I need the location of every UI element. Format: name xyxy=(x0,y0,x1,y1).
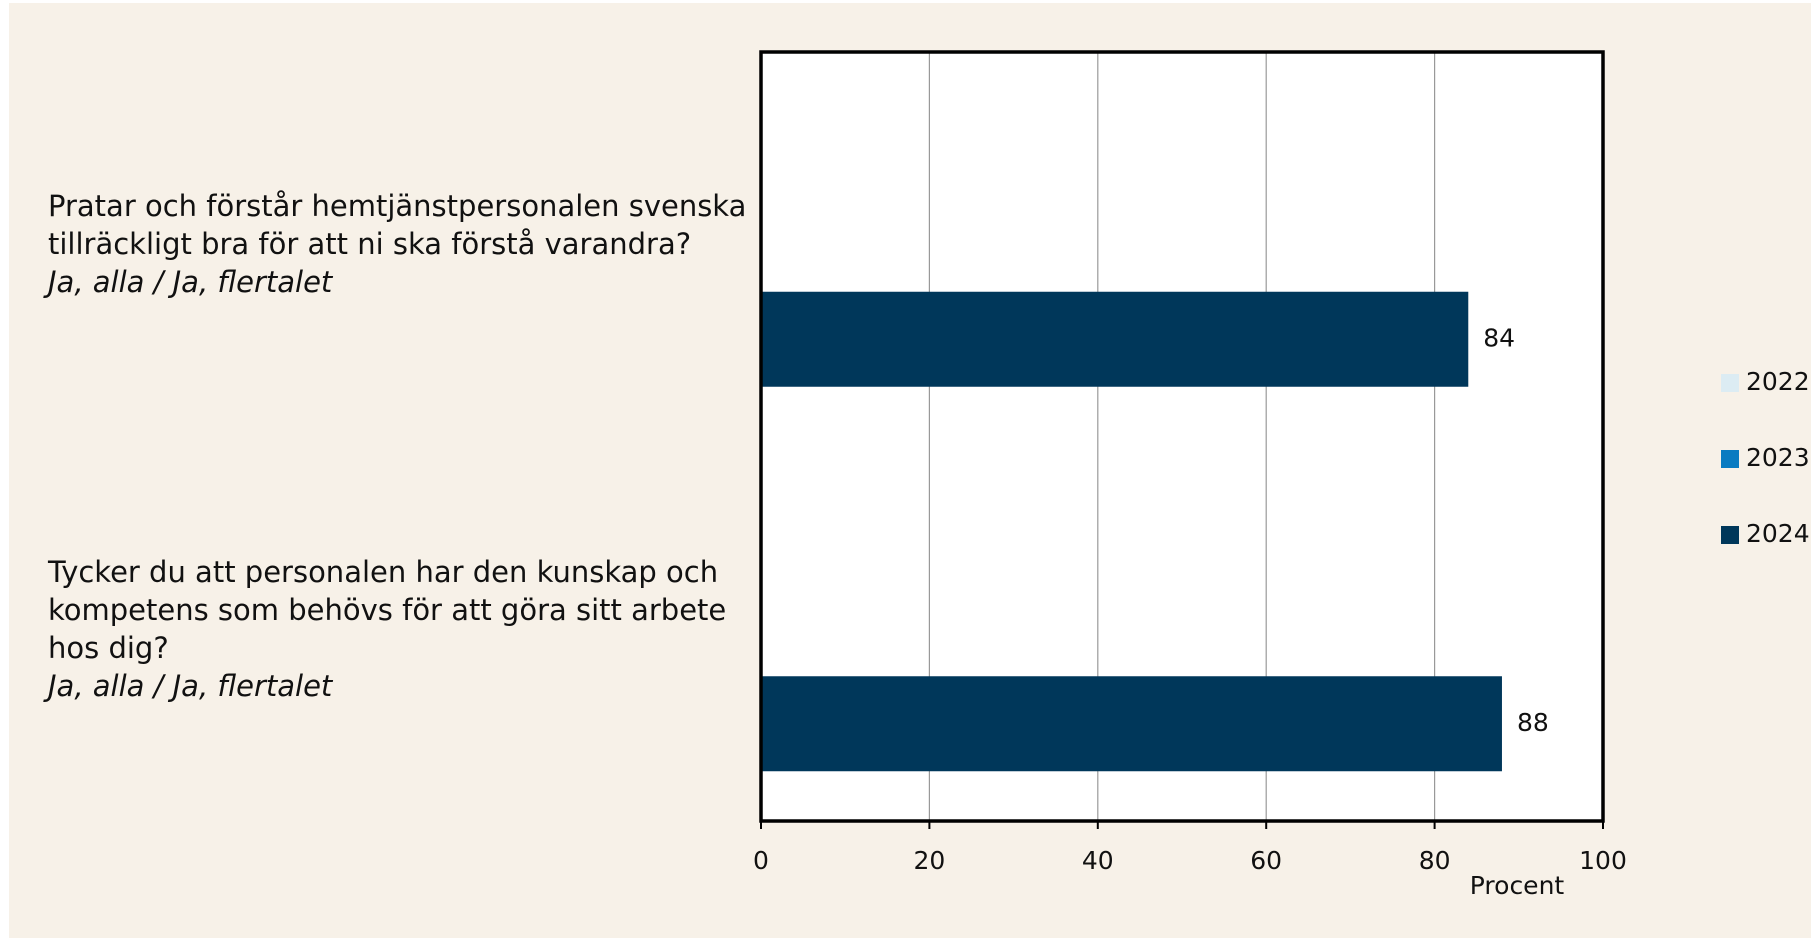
x-axis-label: Procent xyxy=(1470,871,1565,900)
legend-swatch xyxy=(1721,374,1739,392)
bar xyxy=(761,676,1502,772)
x-tick-label: 40 xyxy=(1082,846,1114,875)
category-label: Pratar och förstår hemtjänstpersonalen s… xyxy=(48,52,758,437)
x-tick-label: 100 xyxy=(1579,846,1627,875)
category-question: Tycker du att personalen har den kunskap… xyxy=(48,554,727,665)
category-subtitle: Ja, alla / Ja, flertalet xyxy=(48,265,333,300)
legend-label: 2024 xyxy=(1746,519,1810,548)
value-label: 88 xyxy=(1517,708,1549,737)
legend-label: 2022 xyxy=(1746,367,1810,396)
value-label: 84 xyxy=(1483,323,1515,352)
legend-swatch xyxy=(1721,450,1739,468)
x-tick-label: 60 xyxy=(1250,846,1282,875)
category-subtitle: Ja, alla / Ja, flertalet xyxy=(48,668,333,703)
legend-swatch xyxy=(1721,526,1739,544)
plot-border xyxy=(759,50,1605,823)
x-tick-label: 80 xyxy=(1419,846,1451,875)
category-question: Pratar och förstår hemtjänstpersonalen s… xyxy=(48,189,747,262)
bar xyxy=(761,291,1469,387)
x-tick-label: 20 xyxy=(913,846,945,875)
x-tick-label: 0 xyxy=(753,846,769,875)
category-label: Tycker du att personalen har den kunskap… xyxy=(48,437,758,822)
legend-label: 2023 xyxy=(1746,443,1810,472)
